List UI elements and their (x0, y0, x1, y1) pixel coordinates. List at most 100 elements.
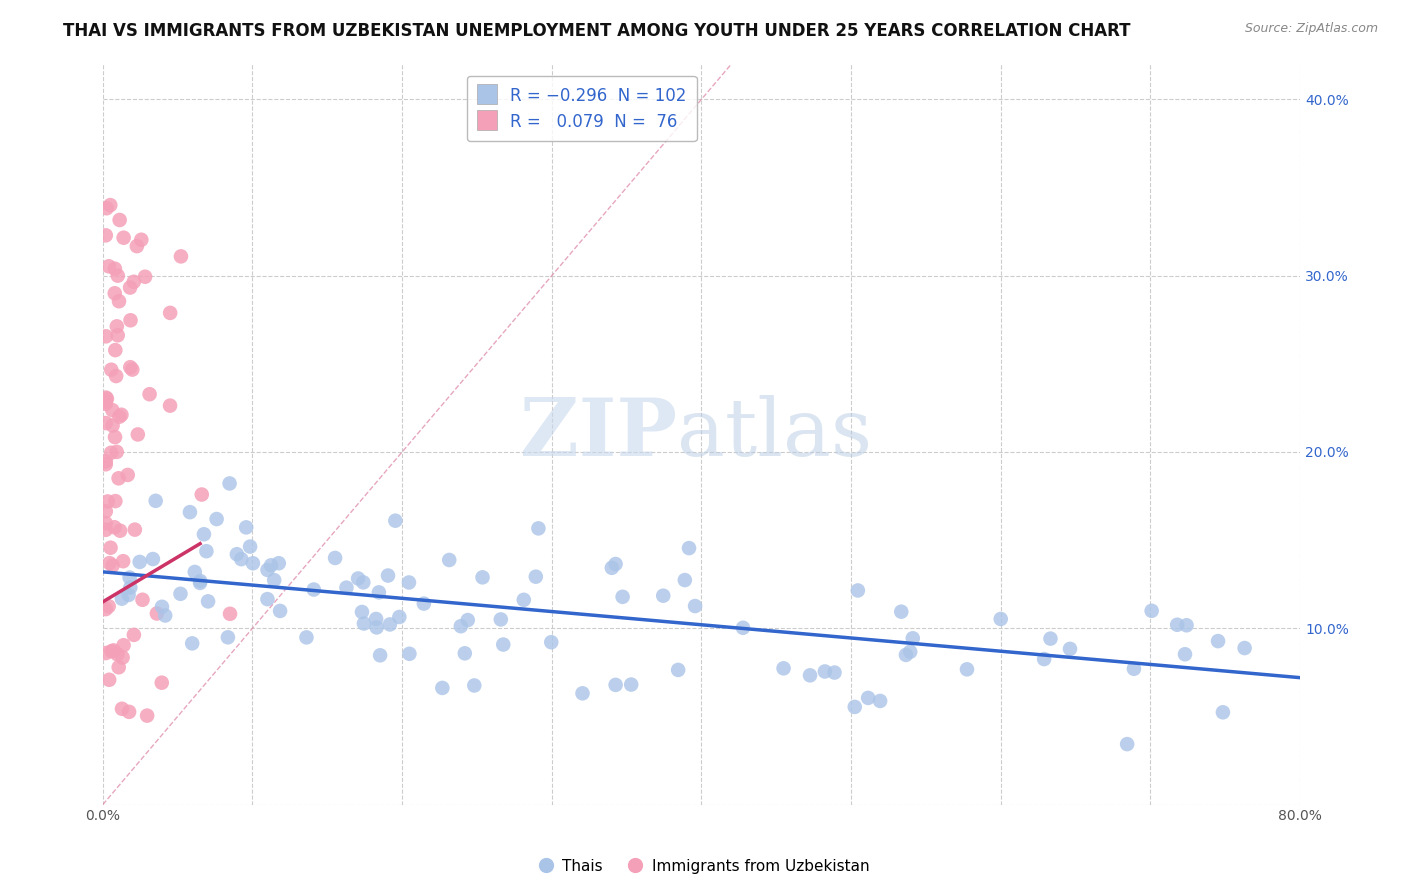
Legend: R = −0.296  N = 102, R =   0.079  N =  76: R = −0.296 N = 102, R = 0.079 N = 76 (467, 76, 696, 141)
Point (335, 581, 357, 595)
Point (772, 661, 794, 675)
Point (856, 690, 879, 705)
Point (146, 607, 169, 621)
Point (1039, 632, 1062, 646)
Point (179, 505, 201, 519)
Point (94, 391, 117, 405)
Point (117, 588, 139, 602)
Point (242, 556, 264, 570)
Point (731, 621, 754, 635)
Point (267, 556, 290, 570)
Point (100, 446, 122, 460)
Point (412, 597, 434, 611)
Point (605, 678, 627, 692)
Point (260, 558, 283, 573)
Legend: Thais, Immigrants from Uzbekistan: Thais, Immigrants from Uzbekistan (530, 853, 876, 880)
Text: THAI VS IMMIGRANTS FROM UZBEKISTAN UNEMPLOYMENT AMONG YOUTH UNDER 25 YEARS CORRE: THAI VS IMMIGRANTS FROM UZBEKISTAN UNEMP… (63, 22, 1130, 40)
Point (219, 607, 242, 621)
Point (195, 544, 218, 558)
Point (256, 563, 278, 577)
Point (94, 394, 117, 409)
Point (108, 213, 131, 227)
Point (432, 681, 454, 695)
Point (107, 268, 129, 283)
Point (450, 619, 472, 633)
Point (117, 467, 139, 482)
Point (94, 329, 117, 343)
Point (377, 568, 399, 582)
Point (94, 602, 117, 616)
Point (388, 610, 411, 624)
Point (136, 708, 159, 723)
Point (94, 397, 117, 411)
Point (489, 612, 512, 626)
Point (111, 591, 134, 606)
Point (101, 558, 124, 573)
Point (94, 457, 117, 471)
Point (956, 662, 979, 676)
Point (94, 454, 117, 468)
Point (97, 494, 120, 508)
Point (463, 678, 485, 692)
Point (138, 387, 160, 401)
Point (439, 553, 461, 567)
Text: ZIP: ZIP (520, 395, 678, 474)
Point (108, 294, 131, 309)
Point (120, 581, 142, 595)
Point (350, 605, 373, 619)
Point (145, 493, 167, 508)
Point (107, 471, 129, 485)
Point (104, 286, 127, 301)
Point (218, 476, 240, 491)
Point (683, 599, 706, 613)
Point (103, 520, 125, 534)
Point (94, 416, 117, 430)
Point (188, 574, 211, 588)
Point (105, 369, 128, 384)
Point (1175, 618, 1198, 632)
Point (104, 430, 127, 444)
Point (235, 520, 257, 534)
Point (1233, 641, 1256, 656)
Point (205, 512, 228, 526)
Point (347, 572, 370, 586)
Point (353, 616, 375, 631)
Point (100, 541, 122, 555)
Point (197, 594, 219, 608)
Point (169, 587, 191, 601)
Point (366, 620, 388, 634)
Point (94, 516, 117, 531)
Point (103, 643, 125, 657)
Point (454, 646, 477, 660)
Point (108, 524, 131, 538)
Point (398, 647, 420, 661)
Point (188, 576, 211, 591)
Point (100, 362, 122, 376)
Point (101, 403, 124, 417)
Point (98, 673, 121, 687)
Point (96, 392, 118, 406)
Point (799, 668, 821, 682)
Point (101, 418, 124, 433)
Point (98, 198, 121, 212)
Point (571, 686, 593, 700)
Point (894, 648, 917, 662)
Point (901, 632, 924, 646)
Point (153, 608, 176, 623)
Point (193, 527, 215, 541)
Point (492, 638, 515, 652)
Point (846, 583, 869, 598)
Point (94, 228, 117, 243)
Point (1166, 617, 1188, 632)
Point (398, 575, 420, 590)
Point (352, 575, 374, 590)
Point (97, 599, 120, 614)
Point (104, 343, 127, 358)
Point (652, 589, 675, 603)
Point (181, 636, 204, 650)
Point (1033, 652, 1056, 666)
Point (814, 665, 837, 679)
Point (364, 612, 387, 626)
Point (105, 445, 128, 459)
Point (150, 675, 173, 690)
